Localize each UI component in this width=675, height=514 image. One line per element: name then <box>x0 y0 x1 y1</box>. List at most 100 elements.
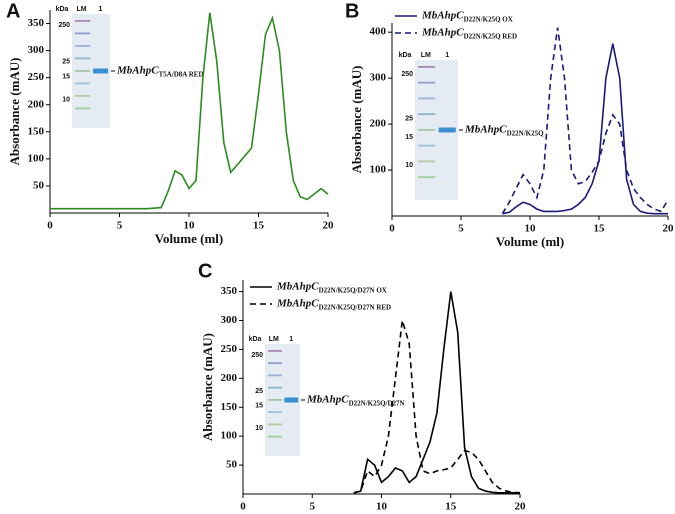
band-label: MbAhpC <box>464 124 507 136</box>
ladder-band <box>418 144 436 147</box>
series-line <box>502 43 668 215</box>
marker-label: 10 <box>62 96 70 103</box>
sample-band <box>284 397 299 403</box>
y-tick-label: 200 <box>221 372 238 384</box>
marker-label: 15 <box>405 134 413 141</box>
legend-label: MbAhpC <box>276 298 319 310</box>
lane-label: 1 <box>99 6 103 13</box>
y-axis-title: Absorbance (mAU) <box>7 58 22 166</box>
y-tick-label: 250 <box>28 71 45 83</box>
y-tick-label: 300 <box>370 72 387 84</box>
lane-label: 1 <box>445 52 449 59</box>
marker-label: 25 <box>255 388 263 395</box>
x-tick-label: 10 <box>525 223 537 235</box>
y-tick-label: 400 <box>370 26 387 38</box>
x-tick-label: 15 <box>594 223 606 235</box>
lane-label: LM <box>269 336 279 343</box>
ladder-band <box>268 350 282 352</box>
ladder-band <box>268 435 282 438</box>
ladder-band <box>75 107 91 110</box>
marker-label: 25 <box>405 116 413 123</box>
ladder-band <box>75 20 91 22</box>
band-label: MbAhpC <box>306 394 349 406</box>
x-tick-label: 10 <box>376 501 388 513</box>
ladder-band <box>418 113 436 116</box>
ladder-band <box>75 82 91 85</box>
x-tick-label: 5 <box>310 501 316 513</box>
sample-band <box>438 127 456 133</box>
ladder-band <box>418 129 436 131</box>
y-tick-label: 300 <box>28 44 45 56</box>
y-tick-label: 100 <box>28 152 45 164</box>
y-tick-label: 350 <box>221 285 238 297</box>
x-tick-label: 0 <box>240 501 246 513</box>
x-tick-label: 15 <box>253 220 265 232</box>
ladder-band <box>418 66 436 68</box>
ladder-band <box>418 81 436 84</box>
y-tick-label: 250 <box>221 343 238 355</box>
y-tick-label: 200 <box>28 98 45 110</box>
x-axis-title: Volume (ml) <box>347 512 416 514</box>
lane-label: LM <box>421 52 431 59</box>
legend-label-sub: D22N/K25Q/D27N RED <box>319 304 392 312</box>
band-label-sub: T5A/D8A RED <box>159 71 204 79</box>
x-tick-label: 5 <box>458 223 464 235</box>
legend-label: MbAhpC <box>421 10 464 22</box>
x-tick-label: 5 <box>117 220 123 232</box>
ladder-band <box>75 70 91 72</box>
marker-label: 15 <box>255 402 263 409</box>
legend-label-sub: D22N/K25Q OX <box>464 16 513 24</box>
marker-label: 10 <box>405 162 413 169</box>
band-label-sub: D22N/K25Q/D27N <box>349 400 405 408</box>
y-tick-label: 100 <box>221 430 238 442</box>
ladder-band <box>418 160 436 163</box>
y-tick-label: 300 <box>221 314 238 326</box>
y-tick-label: 100 <box>370 164 387 176</box>
y-tick-label: 50 <box>33 179 45 191</box>
ladder-band <box>75 95 91 97</box>
x-tick-label: 20 <box>515 501 527 513</box>
marker-label: 15 <box>62 74 70 81</box>
ladder-band <box>268 423 282 426</box>
legend-label: MbAhpC <box>276 281 319 293</box>
gel-units: kDa <box>56 6 69 13</box>
y-tick-label: 350 <box>28 17 45 29</box>
marker-label: 250 <box>251 352 263 359</box>
marker-label: 25 <box>62 59 70 66</box>
x-tick-label: 0 <box>47 220 53 232</box>
marker-label: 250 <box>401 71 413 78</box>
ladder-band <box>268 411 282 414</box>
ladder-band <box>268 362 282 365</box>
y-tick-label: 150 <box>221 401 238 413</box>
series-line <box>353 291 520 494</box>
band-label: MbAhpC <box>116 65 159 77</box>
ladder-band <box>75 45 91 47</box>
y-tick-label: 150 <box>28 125 45 137</box>
legend-label-sub: D22N/K25Q RED <box>464 33 517 41</box>
ladder-band <box>418 176 436 179</box>
y-tick-label: 50 <box>226 459 238 471</box>
gel-units: kDa <box>399 52 412 59</box>
panel-label: C <box>198 260 212 282</box>
lane-label: LM <box>76 6 86 13</box>
x-tick-label: 15 <box>445 501 457 513</box>
y-tick-label: 200 <box>370 118 387 130</box>
panel-label: B <box>345 0 359 22</box>
x-tick-label: 20 <box>323 220 335 232</box>
ladder-band <box>268 374 282 377</box>
series-line <box>353 320 521 494</box>
legend-label: MbAhpC <box>421 27 464 39</box>
series-line <box>50 12 329 210</box>
x-axis-title: Volume (ml) <box>496 234 565 249</box>
ladder-band <box>268 399 282 401</box>
x-tick-label: 20 <box>663 223 675 235</box>
marker-label: 250 <box>58 22 70 29</box>
ladder-band <box>418 97 436 100</box>
panel-label: A <box>6 0 20 22</box>
x-axis-title: Volume (ml) <box>155 231 224 246</box>
legend-label-sub: D22N/K25Q/D27N OX <box>319 287 387 295</box>
x-tick-label: 0 <box>389 223 395 235</box>
sample-band <box>92 68 109 74</box>
marker-label: 10 <box>255 425 263 432</box>
